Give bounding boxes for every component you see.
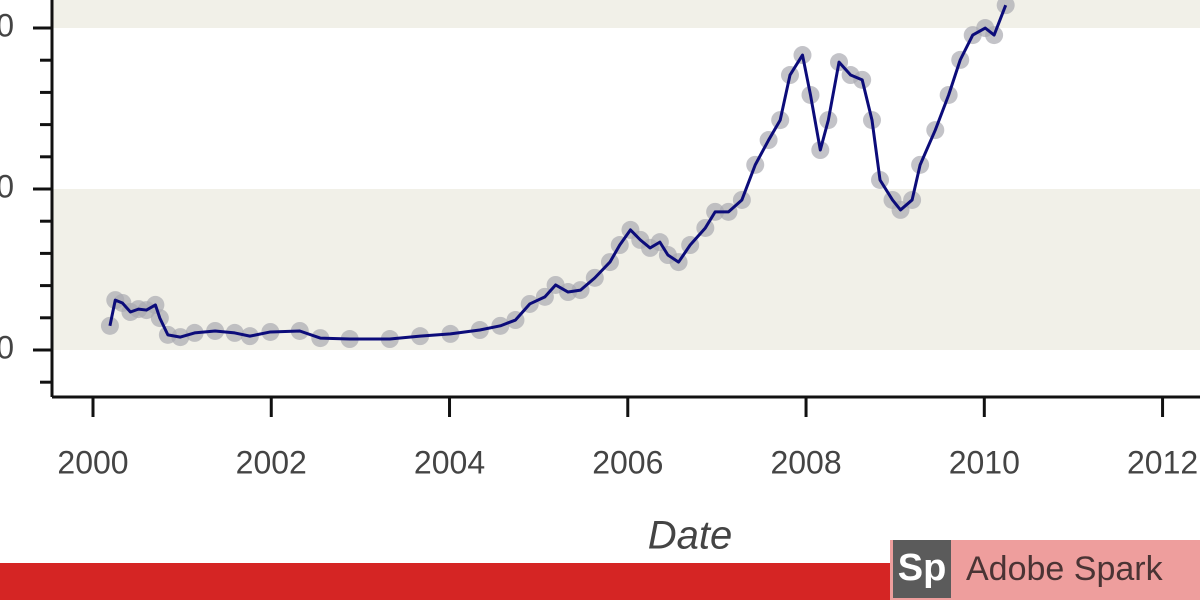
logo-box <box>893 540 951 598</box>
x-axis-label: Date <box>648 514 733 558</box>
y-tick-label: 100 <box>0 7 14 43</box>
x-tick-label: 2010 <box>949 444 1020 480</box>
x-tick-label: 2004 <box>414 444 485 480</box>
x-tick-label: 2006 <box>592 444 663 480</box>
watermark-text: Adobe Spark <box>966 550 1164 588</box>
x-tick-label: 2012 <box>1127 444 1198 480</box>
grid-band <box>52 0 1200 29</box>
line <box>108 4 1008 341</box>
grid-band <box>52 189 1200 350</box>
logo: Sp <box>898 547 947 589</box>
y-tick-label: 50 <box>0 168 14 204</box>
x-tick-label: 2002 <box>236 444 307 480</box>
x-tick-label: 2000 <box>57 444 128 480</box>
x-tick-label: 2008 <box>770 444 841 480</box>
y-tick-label: 0 <box>0 329 14 365</box>
